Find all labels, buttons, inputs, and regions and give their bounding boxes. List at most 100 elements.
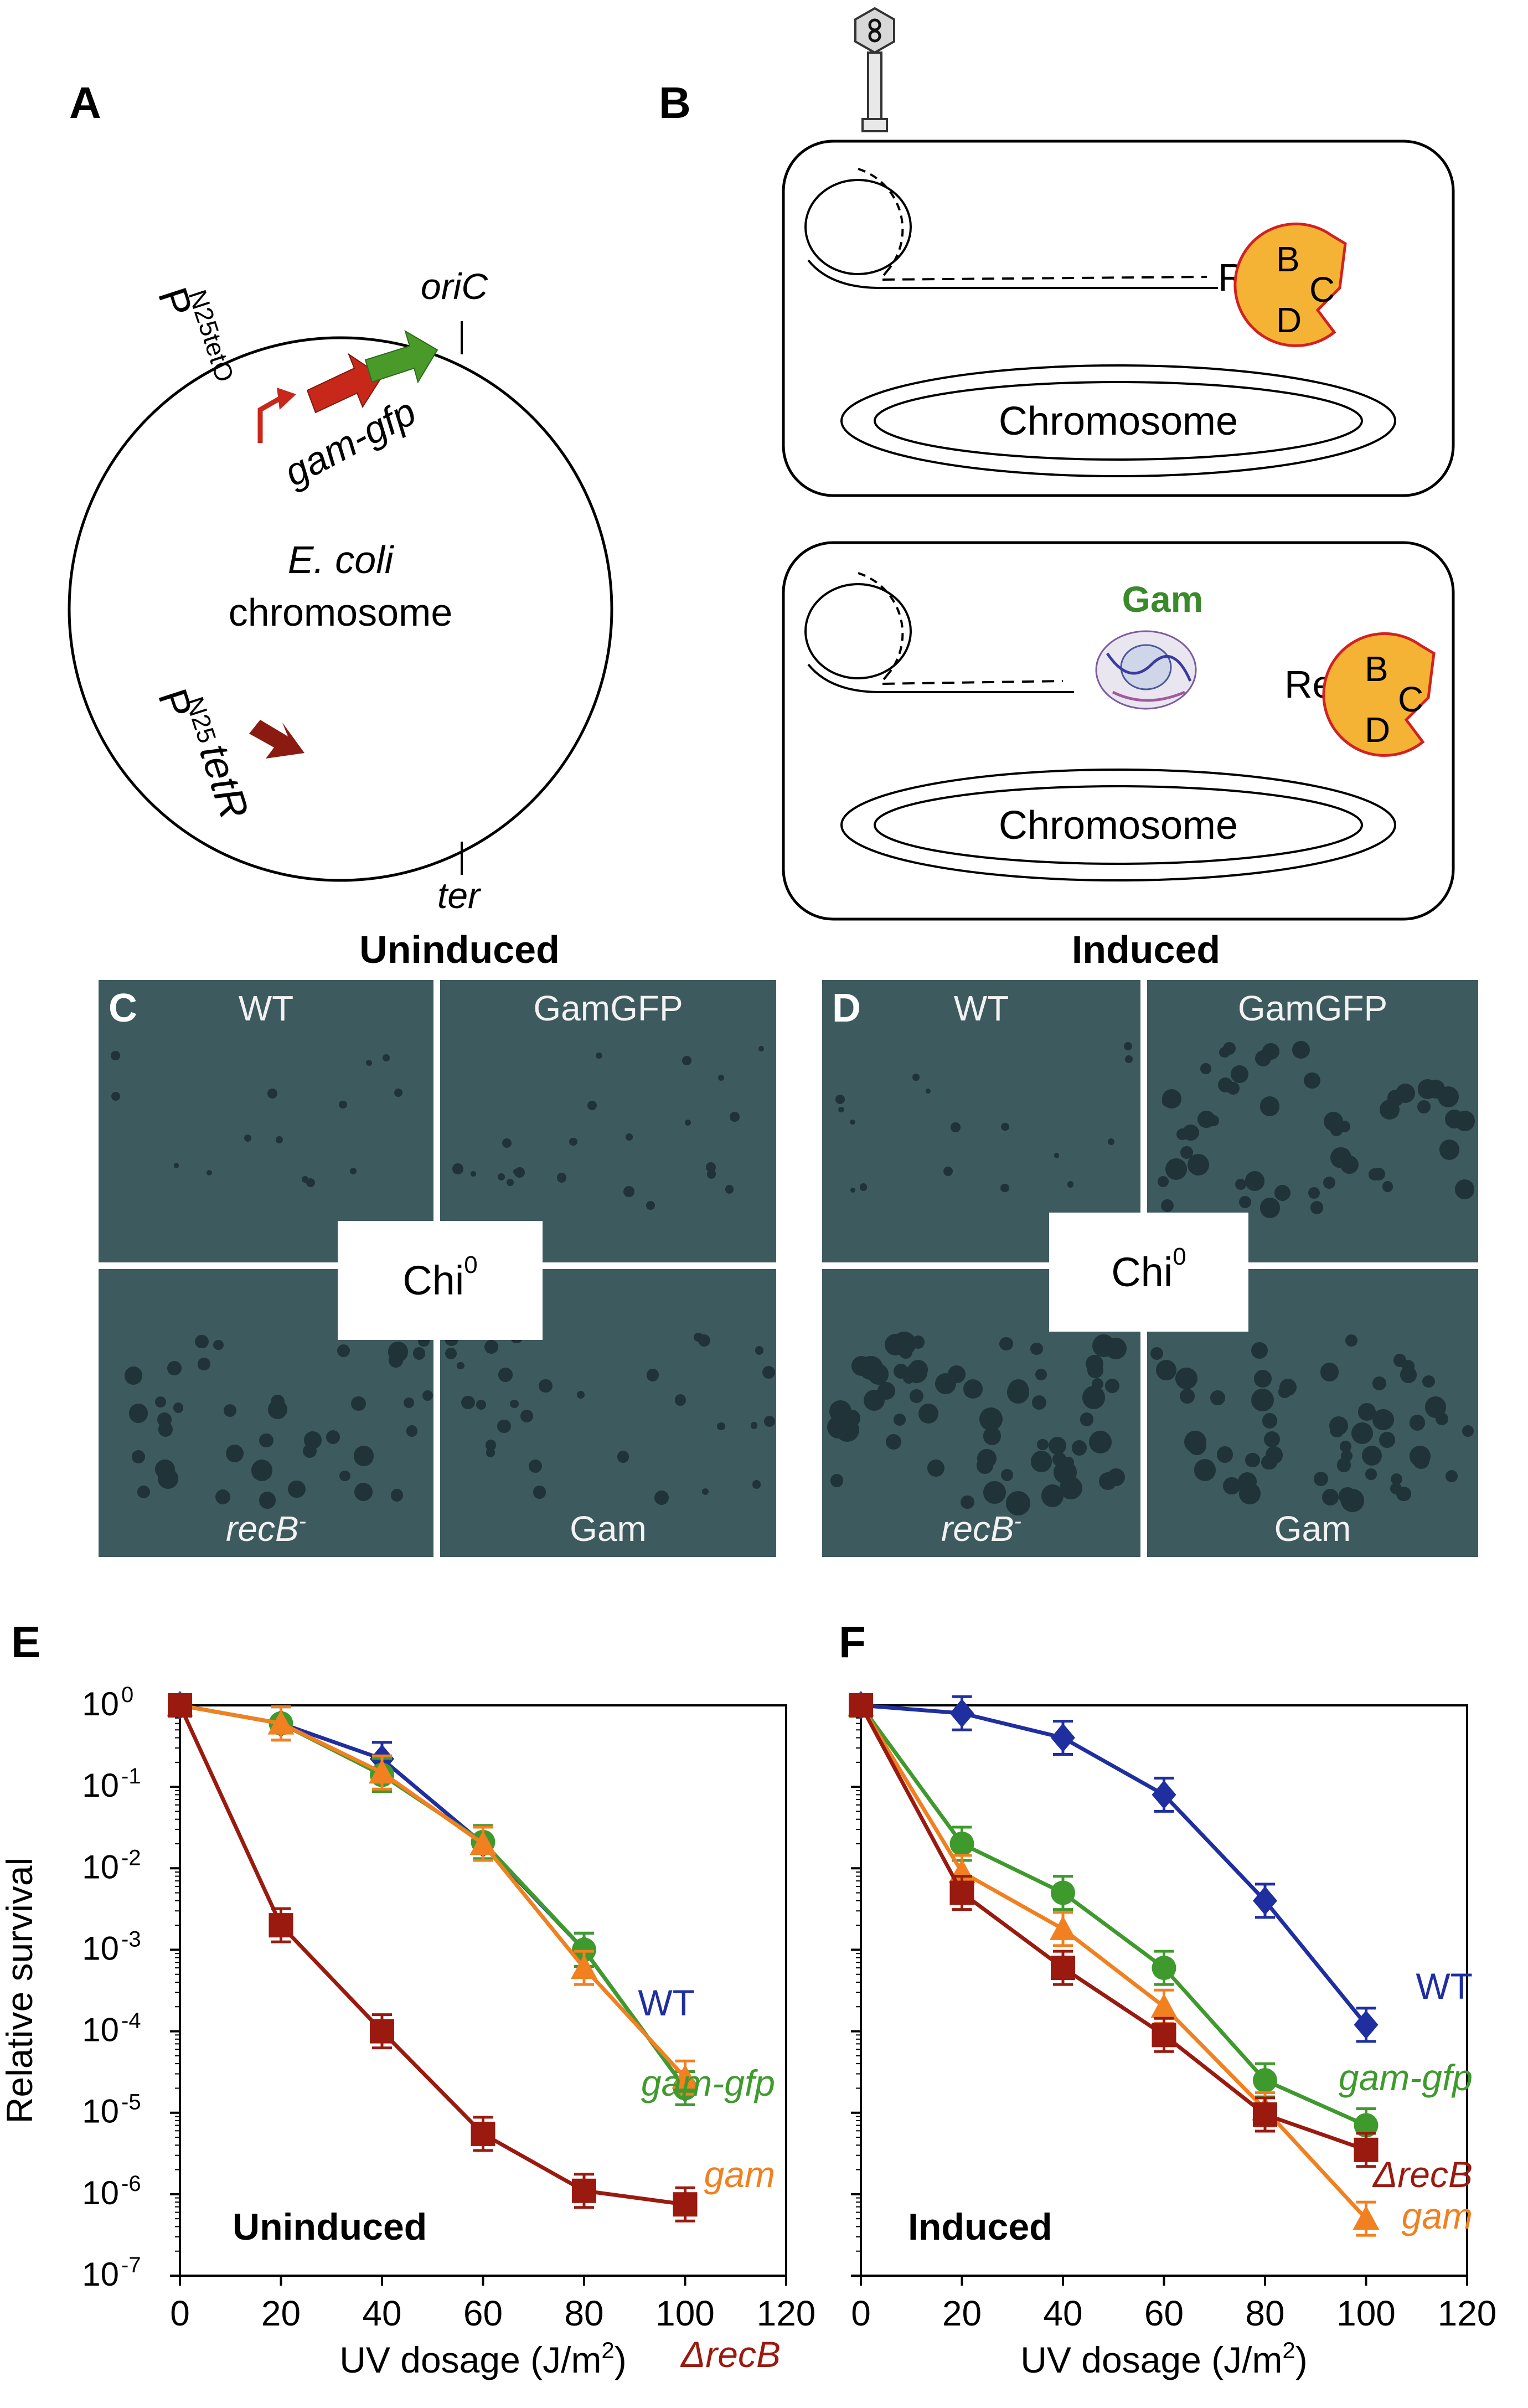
plaque: [111, 1091, 120, 1101]
plaque: [1104, 1378, 1120, 1394]
recbcd-d-1: D: [1276, 300, 1302, 340]
y-tick-label: 10: [82, 2174, 119, 2211]
x-tick-label: 120: [1438, 2293, 1497, 2333]
chromosome-label-cell1: Chromosome: [999, 399, 1238, 444]
plot-frame: [179, 1704, 787, 2277]
plaque: [1310, 1201, 1324, 1215]
plaque: [225, 1444, 244, 1463]
plaque: [244, 1135, 252, 1142]
plaque: [1226, 1082, 1240, 1095]
plaque: [1175, 1367, 1198, 1390]
plaque: [485, 1440, 496, 1451]
chi-sup-c: 0: [464, 1251, 478, 1278]
plaque: [173, 1163, 179, 1168]
plaque: [951, 1122, 961, 1132]
plaque: [1313, 1472, 1328, 1487]
plaque: [1107, 1138, 1115, 1146]
panel-letter-e: E: [11, 1617, 41, 1667]
x-tick-label: 60: [1144, 2293, 1184, 2333]
point-triangle: [369, 1759, 395, 1784]
plaque: [654, 1491, 669, 1505]
plaque: [1067, 1181, 1074, 1188]
plaque: [906, 1362, 927, 1383]
dna-strand-dashed-2: [877, 669, 1064, 685]
plaque: [1409, 1415, 1425, 1431]
plaque: [1379, 1432, 1395, 1448]
plaque: [288, 1480, 306, 1498]
plaque: [1262, 1412, 1278, 1429]
x-tick-label: 20: [261, 2293, 301, 2333]
plaque: [1417, 1100, 1431, 1113]
plate-c-wt-label: WT: [238, 988, 294, 1028]
plaque: [1006, 1380, 1030, 1404]
plate-c-gam-label: Gam: [570, 1509, 647, 1549]
plaque: [1369, 1168, 1381, 1180]
y-tick-label: 10: [82, 2012, 119, 2049]
plaque: [1424, 1396, 1447, 1418]
recbcd-d-2: D: [1365, 710, 1390, 750]
plaque: [617, 1451, 629, 1463]
plaque: [1422, 1375, 1435, 1388]
plate-d-recb: recB-: [822, 1269, 1140, 1557]
plaque: [1324, 1112, 1344, 1132]
phage-dna-icon-2: [868, 29, 881, 43]
plate-d-gam-label: Gam: [1274, 1509, 1351, 1549]
plaque: [587, 1101, 597, 1111]
plaque: [259, 1433, 273, 1448]
plaque: [1001, 1468, 1014, 1481]
plaque: [1041, 1484, 1064, 1507]
panel-letter-b: B: [659, 78, 691, 127]
point-square: [849, 1693, 873, 1718]
point-diamond: [1354, 2010, 1379, 2039]
x-tick-label: 80: [1245, 2293, 1284, 2333]
plaque: [1323, 1177, 1335, 1189]
y-tick-label: 10: [82, 1930, 119, 1967]
x-tick-label: 80: [564, 2293, 603, 2333]
plaque: [502, 1138, 512, 1148]
plaque: [1210, 1390, 1225, 1405]
series-label: ΔrecB: [680, 2334, 781, 2375]
plaque: [859, 1183, 868, 1191]
plaque: [354, 1482, 373, 1501]
y-tick-exponent: -3: [121, 1927, 141, 1951]
plate-c-recb-text: recB: [226, 1509, 299, 1549]
y-tick-label: 10: [82, 1848, 119, 1885]
plaque: [394, 1089, 402, 1097]
plaque: [1437, 1086, 1459, 1108]
series-line: [859, 1704, 1367, 2127]
plaque: [835, 1095, 845, 1105]
plaque: [1261, 1455, 1276, 1470]
plaque: [383, 1054, 390, 1061]
plaque: [353, 1446, 374, 1466]
plaque: [1382, 1181, 1393, 1192]
point-square: [1051, 1956, 1075, 1981]
plaque: [1340, 1441, 1352, 1453]
plaque: [1180, 1389, 1195, 1404]
x-tick-label: 0: [851, 2293, 871, 2333]
chi-box-c: Chi 0: [338, 1221, 543, 1340]
x-tick-label: 60: [463, 2293, 503, 2333]
plaque: [1082, 1386, 1106, 1409]
plaque: [909, 1389, 923, 1404]
promoter-bottom-sub-group: N25: [180, 693, 222, 746]
plaque: [509, 1399, 519, 1409]
plaque: [507, 1178, 514, 1187]
plaque: [717, 1075, 725, 1081]
series-line: [178, 1704, 685, 2206]
plaque: [1165, 1158, 1188, 1180]
x-tick-label: 120: [757, 2293, 816, 2333]
plaque: [1279, 1378, 1297, 1396]
plaque: [1000, 1183, 1009, 1193]
x-tick-label: 40: [362, 2293, 401, 2333]
panel-letter-f: F: [839, 1617, 866, 1667]
x-tick-label: 0: [170, 2293, 190, 2333]
plate-c-wt: C WT: [99, 980, 433, 1262]
point-circle: [1354, 2113, 1379, 2138]
y-tick-label: 10: [82, 1685, 119, 1723]
plaque: [1156, 1360, 1177, 1381]
plaque: [682, 1056, 691, 1066]
series-label: gam: [1402, 2195, 1473, 2236]
plaque: [302, 1176, 308, 1183]
plaque: [457, 1362, 464, 1370]
plaque: [1180, 1146, 1194, 1159]
